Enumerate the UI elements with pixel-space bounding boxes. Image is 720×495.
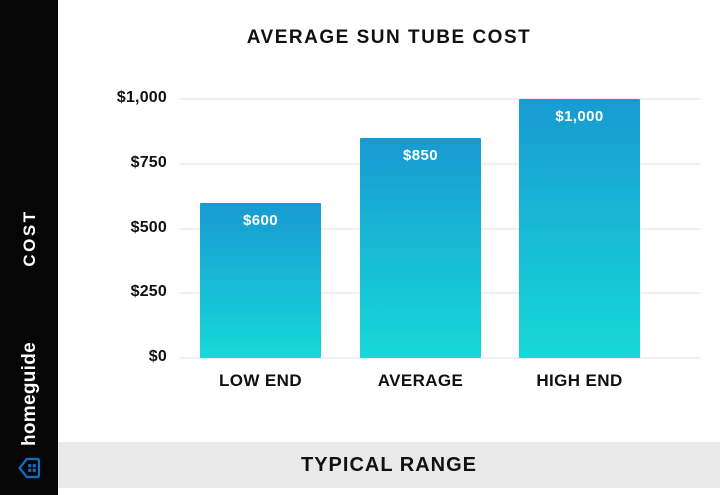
gridline — [180, 98, 700, 100]
chart-title: AVERAGE SUN TUBE COST — [246, 27, 532, 48]
x-axis-category-label: LOW END — [218, 371, 303, 390]
x-axis-category-label: AVERAGE — [377, 371, 464, 390]
gridline — [180, 357, 700, 359]
sidebar: COST homeguide — [0, 0, 58, 495]
brand-logo: homeguide — [18, 342, 42, 480]
y-axis-tick-label: $500 — [130, 218, 167, 236]
y-axis-tick-label: $0 — [148, 348, 167, 365]
bar-high-end: $1,000 — [519, 99, 640, 358]
brand-name: homeguide — [19, 341, 40, 447]
y-axis-tick-label: $1,000 — [116, 89, 167, 106]
bar-value-label: $600 — [243, 211, 278, 229]
bar-average: $850 — [360, 137, 481, 358]
bar-value-label: $1,000 — [555, 108, 604, 125]
footer-band: TYPICAL RANGE — [58, 442, 720, 488]
bar-value-label: $850 — [403, 146, 438, 164]
bar-low-end: $600 — [200, 202, 321, 358]
footer-label: TYPICAL RANGE — [301, 453, 477, 476]
x-axis-category-label: HIGH END — [536, 371, 623, 390]
house-icon — [18, 457, 41, 479]
y-axis-tick-label: $750 — [130, 153, 167, 171]
y-axis-tick-label: $250 — [130, 283, 167, 301]
sidebar-section-label: COST — [20, 209, 39, 267]
